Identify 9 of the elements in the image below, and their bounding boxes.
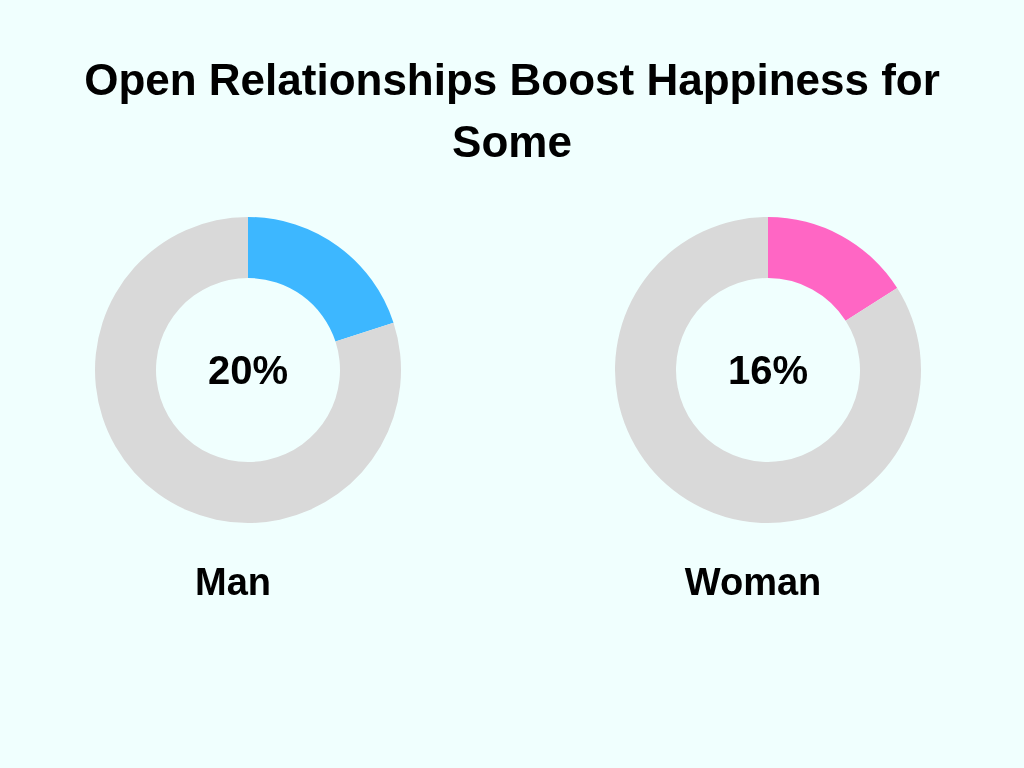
text: Man <box>195 561 271 603</box>
data-label: 20% <box>207 348 289 392</box>
text: Open Relationships Boost Happiness for Some <box>84 55 940 166</box>
data-label: 16% <box>727 348 809 392</box>
donut-slice <box>615 217 921 523</box>
donut-slice <box>95 217 401 523</box>
donut-slice <box>248 217 394 342</box>
text: Woman <box>684 561 822 603</box>
donut-slice <box>768 217 898 321</box>
